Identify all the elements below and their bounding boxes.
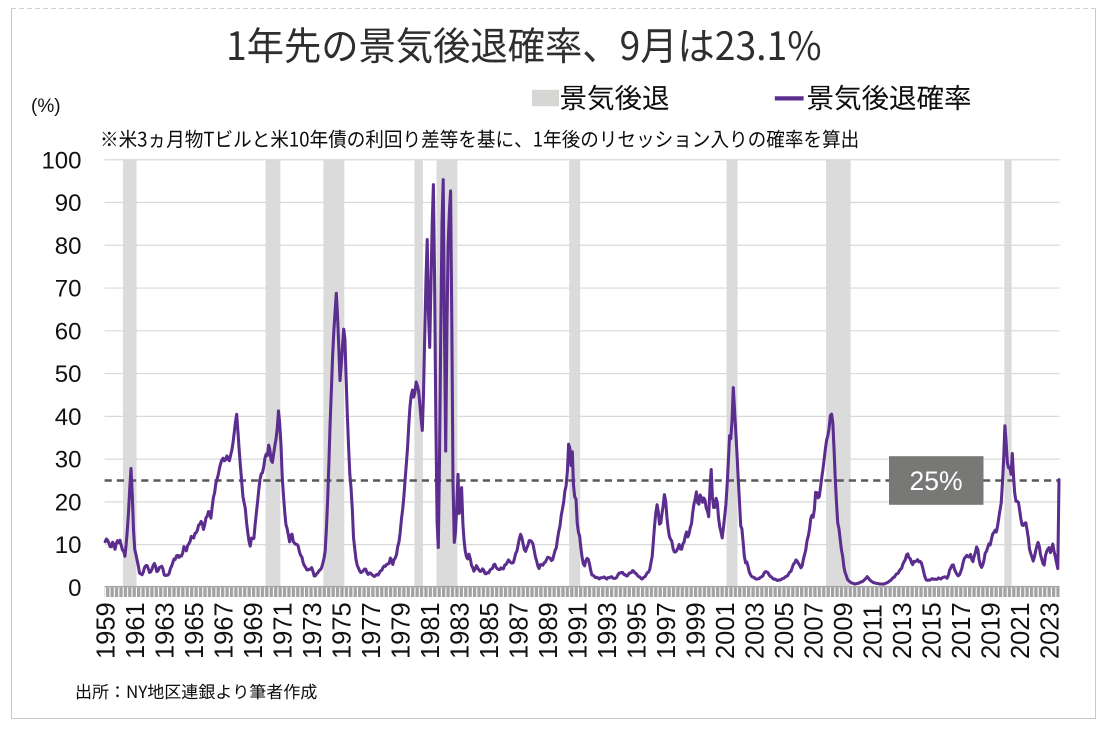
svg-text:1989: 1989 xyxy=(535,602,563,659)
svg-text:2023: 2023 xyxy=(1036,602,1064,659)
svg-text:1959: 1959 xyxy=(92,602,120,659)
svg-text:2007: 2007 xyxy=(800,602,828,659)
svg-text:2009: 2009 xyxy=(830,602,858,659)
svg-text:1971: 1971 xyxy=(269,602,297,659)
svg-text:100: 100 xyxy=(41,147,81,174)
svg-text:30: 30 xyxy=(55,447,82,474)
svg-text:1973: 1973 xyxy=(299,602,327,659)
svg-text:1995: 1995 xyxy=(623,602,651,659)
svg-text:1991: 1991 xyxy=(564,602,592,659)
svg-text:25%: 25% xyxy=(909,466,962,496)
svg-text:1999: 1999 xyxy=(682,602,710,659)
svg-text:2019: 2019 xyxy=(977,602,1005,659)
svg-text:1979: 1979 xyxy=(387,602,415,659)
svg-text:1969: 1969 xyxy=(240,602,268,659)
svg-text:2003: 2003 xyxy=(741,602,769,659)
svg-text:80: 80 xyxy=(55,233,82,260)
svg-text:2001: 2001 xyxy=(712,602,740,659)
svg-text:2017: 2017 xyxy=(948,602,976,659)
svg-text:90: 90 xyxy=(55,190,82,217)
svg-text:10: 10 xyxy=(55,532,82,559)
svg-text:2005: 2005 xyxy=(771,602,799,659)
svg-text:1965: 1965 xyxy=(181,602,209,659)
svg-text:60: 60 xyxy=(55,318,82,345)
svg-text:0: 0 xyxy=(68,575,81,602)
svg-text:1961: 1961 xyxy=(122,602,150,659)
svg-text:1963: 1963 xyxy=(151,602,179,659)
svg-text:40: 40 xyxy=(55,404,82,431)
svg-text:1967: 1967 xyxy=(210,602,238,659)
svg-text:1997: 1997 xyxy=(653,602,681,659)
svg-text:1983: 1983 xyxy=(446,602,474,659)
svg-text:1981: 1981 xyxy=(417,602,445,659)
svg-text:1977: 1977 xyxy=(358,602,386,659)
svg-text:2011: 2011 xyxy=(859,604,887,659)
svg-text:1975: 1975 xyxy=(328,602,356,659)
svg-text:20: 20 xyxy=(55,489,82,516)
svg-text:2015: 2015 xyxy=(918,602,946,659)
svg-text:1985: 1985 xyxy=(476,602,504,659)
svg-text:(%): (%) xyxy=(31,96,61,117)
svg-text:1993: 1993 xyxy=(594,602,622,659)
svg-text:50: 50 xyxy=(55,361,82,388)
svg-text:70: 70 xyxy=(55,276,82,303)
svg-text:2021: 2021 xyxy=(1007,602,1035,659)
svg-text:1987: 1987 xyxy=(505,602,533,659)
svg-text:2013: 2013 xyxy=(889,602,917,659)
